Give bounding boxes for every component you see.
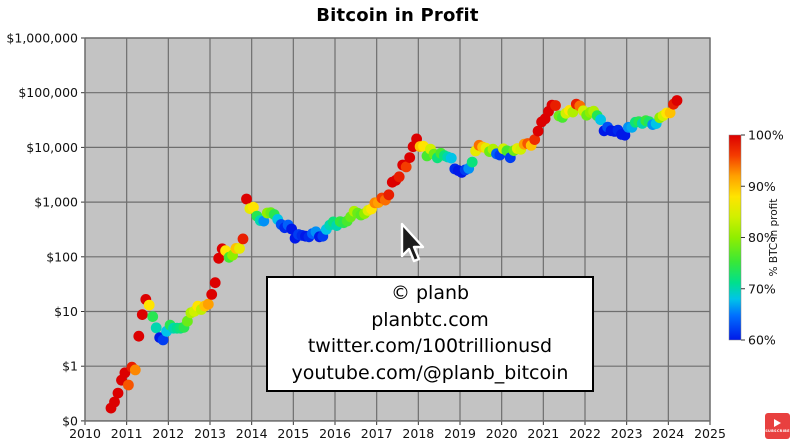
data-point: [133, 330, 145, 342]
colorbar-tick-label: 80%: [748, 230, 776, 245]
y-tick-label: $100,000: [18, 85, 78, 100]
y-tick-label: $1,000: [34, 195, 78, 210]
data-point: [532, 125, 544, 137]
x-tick-label: 2012: [152, 426, 184, 441]
data-point: [157, 334, 169, 346]
data-point: [234, 243, 245, 254]
watermark-copyright: © planb: [390, 282, 470, 304]
watermark-website: planbtc.com: [371, 308, 489, 331]
y-tick-label: $0: [62, 413, 78, 428]
x-tick-label: 2020: [486, 426, 518, 441]
x-tick-label: 2018: [402, 426, 434, 441]
x-tick-label: 2023: [611, 426, 643, 441]
data-point: [109, 396, 120, 408]
data-point: [258, 215, 270, 227]
data-point: [182, 315, 193, 327]
data-point: [213, 252, 225, 264]
data-point: [550, 100, 561, 111]
data-point: [529, 134, 541, 146]
x-tick-label: 2019: [444, 426, 476, 441]
data-point: [122, 379, 134, 391]
data-point: [383, 189, 395, 201]
data-point: [595, 114, 606, 126]
data-point: [150, 322, 162, 334]
colorbar-tick-label: 100%: [748, 128, 784, 143]
data-point: [248, 201, 259, 213]
data-point: [445, 152, 457, 164]
data-point: [466, 156, 478, 168]
youtube-subscribe-label: SUBSCRIBE: [765, 428, 790, 433]
data-point: [209, 277, 221, 289]
x-tick-label: 2022: [569, 426, 601, 441]
colorbar: [728, 134, 742, 341]
y-tick-label: $1: [62, 359, 78, 374]
data-point: [143, 299, 155, 311]
y-tick-label: $1,000,000: [6, 31, 78, 46]
data-point: [206, 289, 218, 300]
data-point: [404, 152, 416, 164]
data-point: [112, 387, 124, 399]
x-tick-label: 2010: [69, 426, 101, 441]
youtube-play-icon: [774, 419, 781, 428]
x-tick-label: 2025: [694, 426, 726, 441]
data-point: [147, 311, 159, 322]
data-point: [202, 298, 214, 310]
data-point: [671, 95, 683, 106]
data-point: [129, 364, 141, 376]
plot-border: [84, 37, 711, 422]
y-tick-label: $100: [46, 249, 78, 264]
x-tick-label: 2014: [236, 426, 268, 441]
x-tick-label: 2024: [652, 426, 684, 441]
x-tick-label: 2016: [319, 426, 351, 441]
x-tick-label: 2013: [194, 426, 226, 441]
x-tick-label: 2017: [361, 426, 393, 441]
colorbar-tick-label: 60%: [748, 333, 776, 348]
x-tick-label: 2015: [277, 426, 309, 441]
data-point: [400, 161, 412, 173]
chart-title: Bitcoin in Profit: [316, 5, 479, 26]
colorbar-tick-labels: 100% 90% 80% 70% 60%: [748, 128, 784, 348]
data-points: [105, 95, 683, 414]
youtube-subscribe-badge[interactable]: SUBSCRIBE: [765, 413, 790, 439]
colorbar-axis-label: % BTC in profit: [768, 199, 780, 277]
x-tick-label: 2021: [527, 426, 559, 441]
watermark-youtube: youtube.com/@planb_bitcoin: [291, 361, 569, 384]
data-point: [136, 309, 148, 320]
data-point: [393, 171, 405, 183]
colorbar-tick-label: 70%: [748, 281, 776, 296]
x-tick-label: 2011: [111, 426, 143, 441]
data-point: [241, 193, 252, 205]
watermark-twitter: twitter.com/100trillionusd: [307, 335, 553, 357]
data-point: [664, 107, 676, 119]
y-tick-label: $10,000: [26, 140, 78, 155]
data-point: [237, 233, 249, 245]
y-tick-label: $10: [54, 304, 78, 319]
axis-tick-labels: 2010 2011 2012 2013 2014 2015 2016 2017 2018 2019…: [6, 31, 725, 442]
watermark-box: © planb planbtc.com twitter.com/100trill…: [266, 276, 594, 392]
colorbar-tick-label: 90%: [748, 179, 776, 194]
